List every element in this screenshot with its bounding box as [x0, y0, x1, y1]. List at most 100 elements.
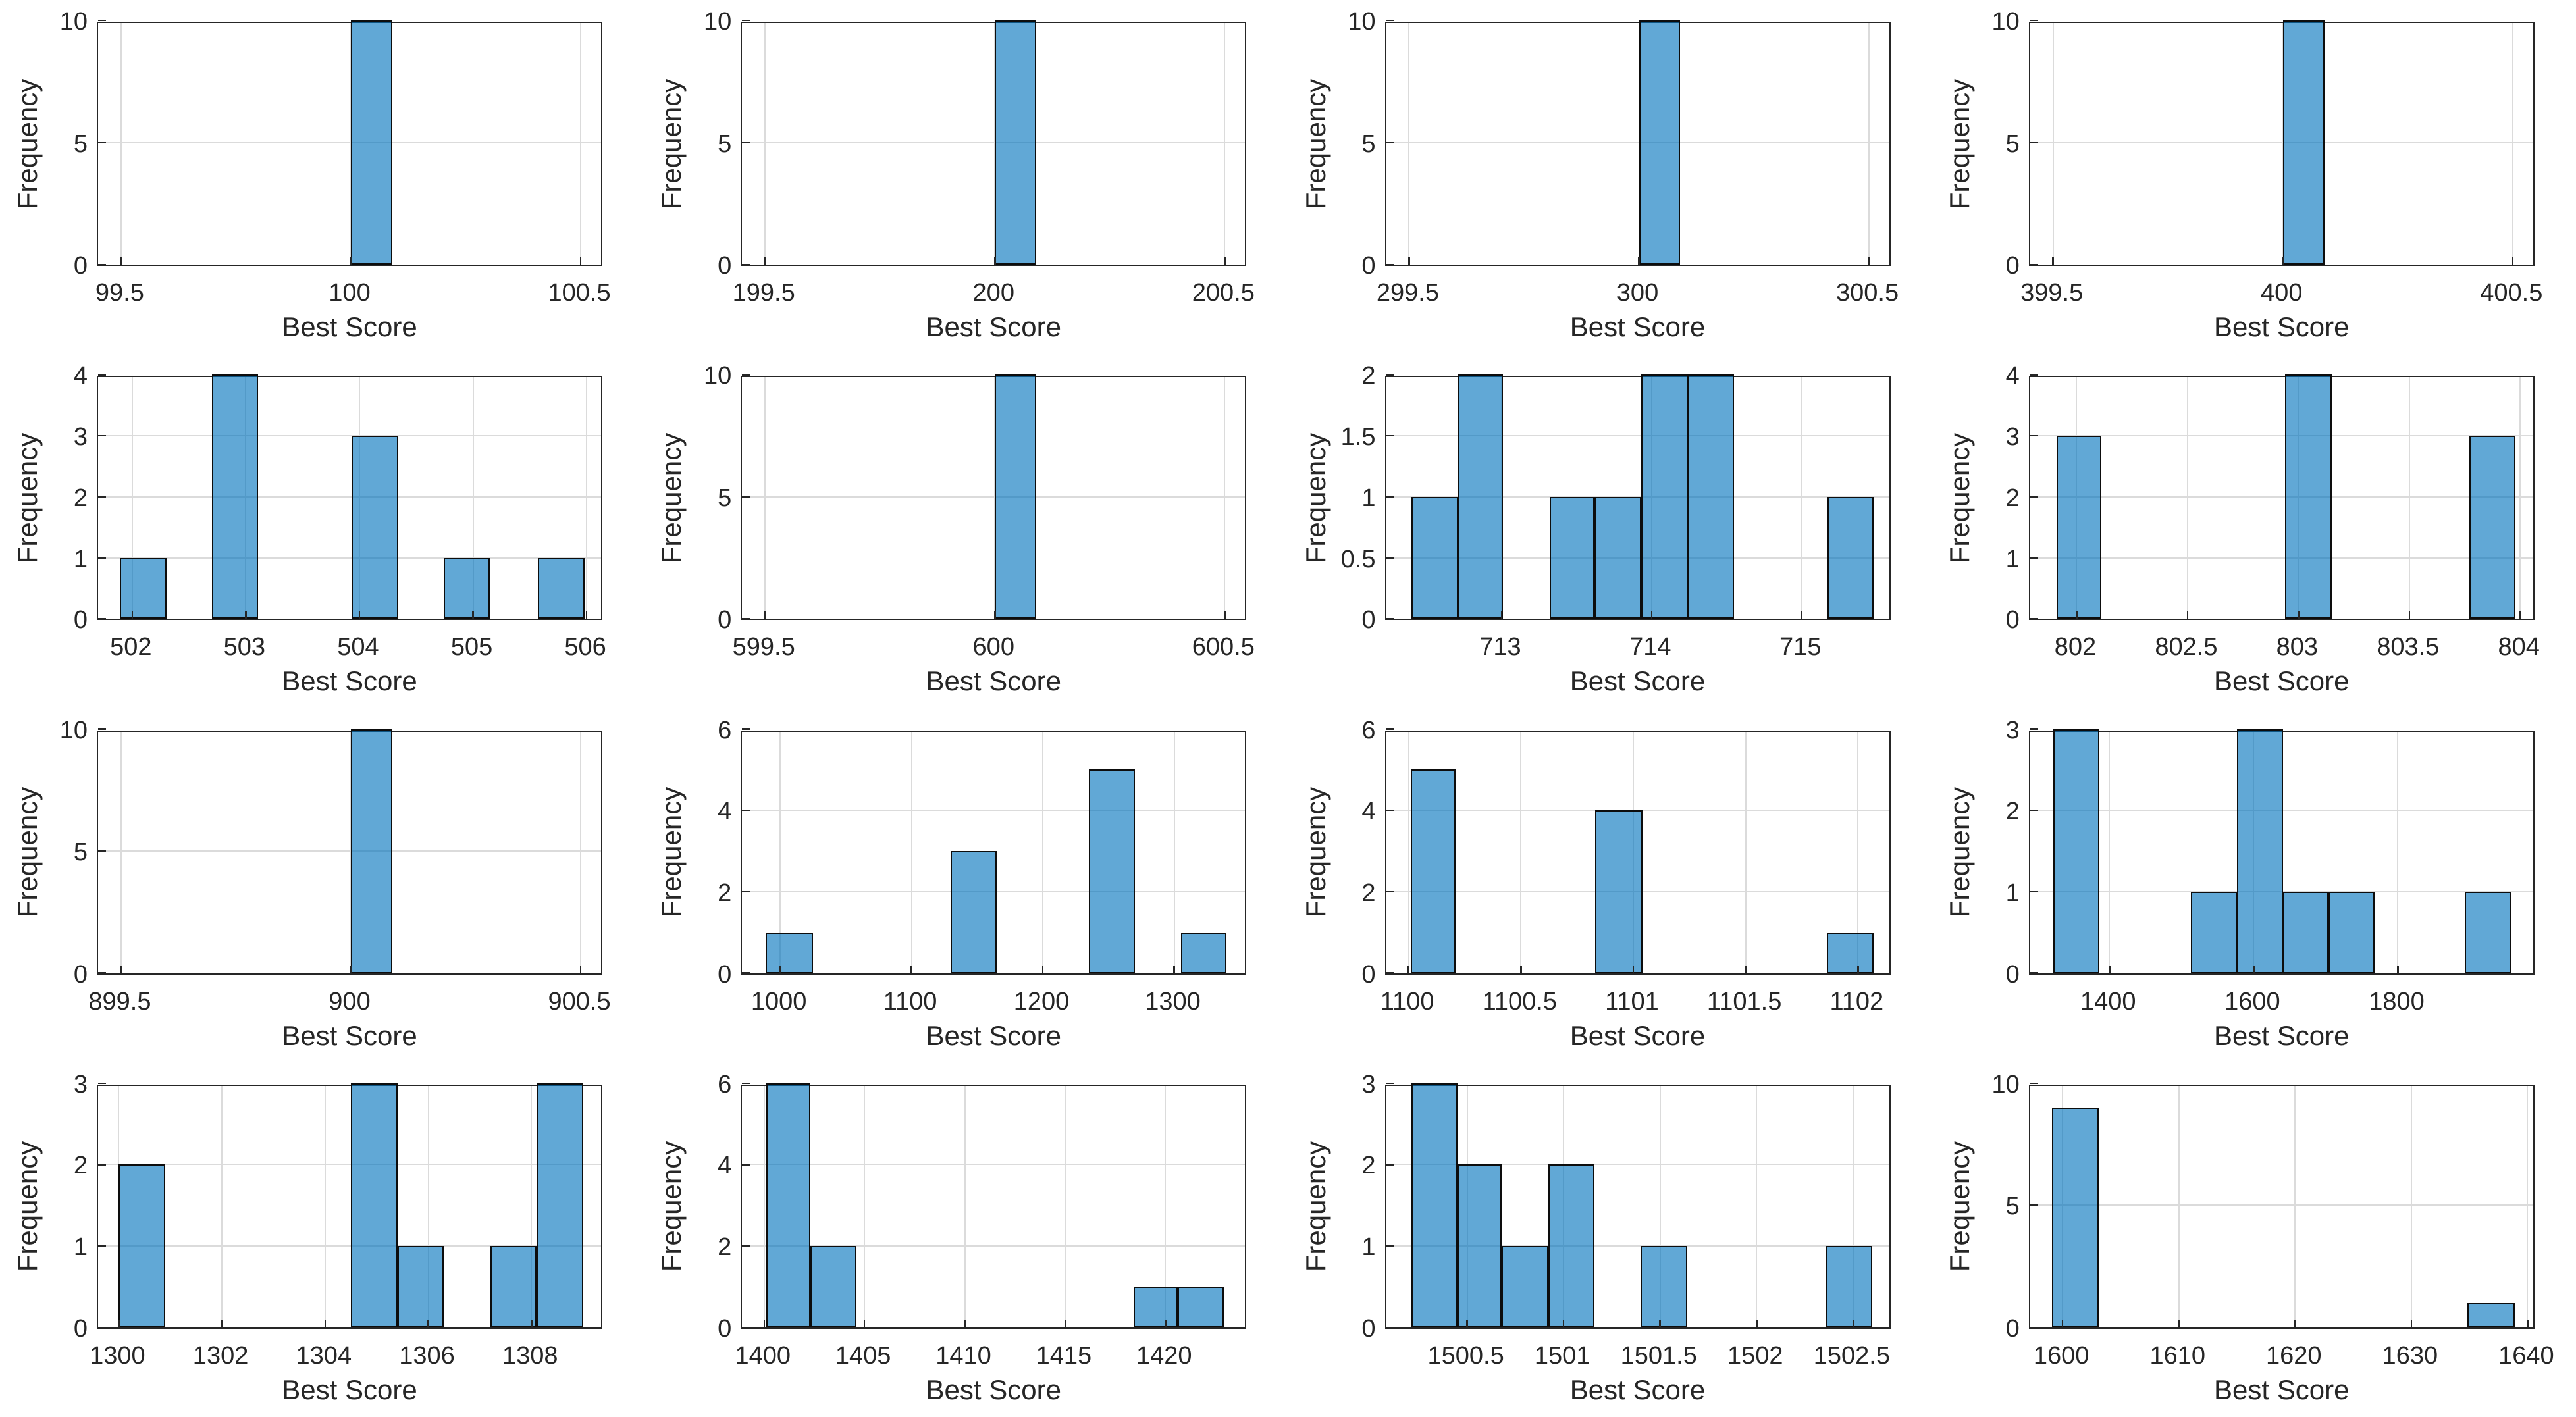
y-tick-mark [1386, 728, 1394, 730]
y-tick-mark [2030, 1326, 2038, 1328]
x-tick-mark [531, 1319, 533, 1327]
histogram-bar [2052, 1107, 2099, 1327]
x-axis-label: Best Score [1569, 665, 1706, 697]
y-axis-label: Frequency [1943, 78, 1975, 209]
y-axis-label: Frequency [1300, 78, 1331, 209]
histogram-bar [1458, 374, 1504, 619]
y-axis-label: Frequency [656, 1141, 687, 1272]
x-tick-mark [2511, 257, 2514, 265]
y-tick-label: 4 [1361, 798, 1376, 826]
grid-line-x [580, 731, 582, 973]
y-axis-label: Frequency [1943, 1141, 1975, 1272]
grid-line-x [2519, 377, 2521, 619]
y-tick-mark [2030, 19, 2038, 22]
x-tick-label: 502 [110, 633, 152, 661]
histogram-subplot-r4c4: 1600 1610 1620 1630 1640 0 5 10 Best Score Freque… [1932, 1062, 2576, 1417]
x-tick-label: 1302 [192, 1341, 249, 1370]
x-axis-label: Best Score [2214, 1374, 2350, 1405]
grid-line-x [2294, 1085, 2296, 1327]
grid-line-y [98, 850, 601, 852]
y-tick-mark [742, 142, 750, 143]
plot-area [741, 1082, 1247, 1329]
y-tick-mark [1386, 890, 1394, 893]
y-tick-label: 1 [73, 1233, 88, 1262]
histogram-bar [211, 374, 259, 619]
y-tick-label: 0 [1361, 960, 1376, 989]
grid-line-y [2030, 496, 2533, 498]
histogram-bar [1826, 1246, 1873, 1327]
histogram-bar [397, 1246, 444, 1327]
y-tick-mark [2030, 890, 2038, 893]
y-tick-mark [98, 972, 106, 974]
y-tick-mark [98, 263, 106, 266]
y-tick-label: 0 [1361, 252, 1376, 280]
y-axis-label: Frequency [12, 786, 43, 918]
y-tick-mark [2030, 809, 2038, 812]
grid-line-y [2030, 142, 2533, 143]
histogram-bar [351, 1083, 398, 1327]
x-axis-label: Best Score [926, 665, 1061, 697]
y-tick-label: 0 [718, 252, 732, 280]
x-tick-label: 200.5 [1192, 279, 1255, 307]
plot-area [97, 728, 602, 975]
y-tick-mark [2030, 728, 2038, 730]
x-tick-label: 1500.5 [1427, 1341, 1504, 1370]
histogram-bar [1177, 1286, 1224, 1327]
y-axis-label: Frequency [656, 78, 687, 209]
y-tick-label: 10 [1991, 8, 2020, 36]
x-tick-mark [1852, 1319, 1854, 1327]
x-tick-label: 714 [1629, 633, 1671, 661]
y-tick-label: 10 [1991, 1070, 2020, 1098]
x-tick-label: 100.5 [548, 279, 611, 307]
grid-line-y [98, 1245, 601, 1247]
y-tick-label: 2 [73, 1152, 88, 1180]
x-axis-label: Best Score [2214, 1019, 2350, 1051]
x-tick-mark [2061, 1319, 2064, 1327]
y-tick-mark [742, 496, 750, 498]
x-tick-mark [1173, 965, 1175, 973]
histogram-bar [351, 729, 392, 973]
grid-line-x [1852, 1085, 1854, 1327]
y-tick-mark [742, 1326, 750, 1328]
x-tick-label: 1415 [1036, 1341, 1092, 1370]
y-tick-label: 5 [73, 130, 88, 158]
x-tick-mark [2178, 1319, 2180, 1327]
x-tick-mark [1562, 1319, 1565, 1327]
histogram-subplot-r3c1: 899.5 900 900.5 0 5 10 Best Score Frequency [0, 708, 644, 1063]
grid-line-x [120, 23, 122, 265]
x-tick-mark [2408, 611, 2410, 619]
x-tick-mark [579, 965, 582, 973]
y-tick-label: 0.5 [1340, 545, 1376, 573]
x-tick-mark [1745, 965, 1747, 973]
grid-line-x [764, 377, 766, 619]
x-tick-mark [2397, 965, 2399, 973]
grid-line-y [1386, 1245, 1889, 1247]
y-tick-mark [742, 1082, 750, 1084]
y-tick-mark [742, 809, 750, 812]
x-tick-mark [585, 611, 588, 619]
x-tick-label: 1502.5 [1813, 1341, 1890, 1370]
x-axis-label: Best Score [1569, 1019, 1706, 1051]
grid-line-x [910, 731, 912, 973]
grid-line-x [1857, 731, 1859, 973]
y-tick-mark [1386, 496, 1394, 498]
y-tick-label: 0 [73, 960, 88, 989]
x-tick-mark [350, 257, 352, 265]
grid-line-x [1224, 23, 1226, 265]
y-tick-label: 5 [73, 838, 88, 866]
x-tick-mark [131, 611, 134, 619]
x-tick-mark [779, 965, 781, 973]
histogram-subplot-r1c3: 299.5 300 300.5 0 5 10 Best Score Frequency [1288, 0, 1932, 355]
histogram-bar [2285, 374, 2332, 619]
y-tick-label: 2 [1361, 1152, 1376, 1180]
histogram-bar [2282, 20, 2325, 265]
histogram-subplot-r3c3: 1100 1100.5 1101 1101.5 1102 0 2 4 6 Best Score Fr… [1288, 708, 1932, 1063]
x-axis-label: Best Score [1569, 1374, 1706, 1405]
grid-line-x [2511, 23, 2513, 265]
x-tick-label: 1400 [2080, 987, 2136, 1016]
x-tick-mark [2519, 611, 2521, 619]
histogram-bar [1411, 769, 1456, 973]
y-tick-mark [2030, 263, 2038, 266]
grid-line-x [1165, 1085, 1167, 1327]
grid-line-x [324, 1085, 326, 1327]
